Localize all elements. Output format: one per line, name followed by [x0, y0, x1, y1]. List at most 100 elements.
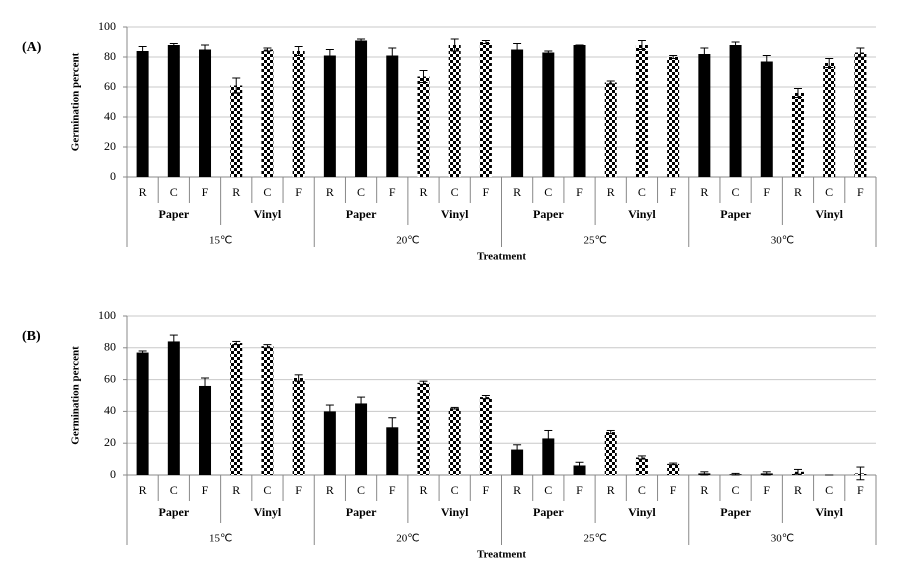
bar	[635, 457, 648, 475]
x-tick-label: F	[389, 185, 396, 199]
group-label: Paper	[720, 505, 751, 519]
bar	[167, 341, 180, 475]
x-tick-label: R	[232, 483, 240, 497]
x-tick-label: C	[732, 185, 740, 199]
bar	[791, 93, 804, 177]
group-label: Paper	[158, 207, 189, 221]
x-tick-label: R	[700, 483, 708, 497]
bar	[261, 49, 274, 177]
y-tick-label: 60	[104, 371, 116, 385]
bar	[386, 427, 399, 475]
group-label: Vinyl	[815, 207, 843, 221]
x-tick-label: C	[170, 483, 178, 497]
x-tick-label: R	[326, 185, 334, 199]
group-label: Vinyl	[254, 505, 282, 519]
y-tick-label: 20	[104, 139, 116, 153]
supergroup-label: 20℃	[396, 533, 419, 545]
x-tick-label: C	[451, 185, 459, 199]
y-tick-label: 60	[104, 79, 116, 93]
x-tick-label: F	[202, 483, 209, 497]
x-tick-label: R	[232, 185, 240, 199]
x-tick-label: C	[357, 483, 365, 497]
x-tick-label: F	[295, 483, 302, 497]
group-label: Paper	[346, 505, 377, 519]
y-axis-label: Germination percent	[70, 346, 82, 445]
supergroup-label: 30℃	[771, 235, 794, 247]
x-tick-label: F	[389, 483, 396, 497]
y-tick-label: 0	[110, 467, 116, 481]
bar	[292, 378, 305, 475]
x-tick-label: C	[825, 185, 833, 199]
group-label: Paper	[533, 505, 564, 519]
x-tick-label: R	[326, 483, 334, 497]
group-label: Paper	[158, 505, 189, 519]
x-tick-label: F	[670, 185, 677, 199]
bar	[355, 403, 368, 475]
y-tick-label: 0	[110, 169, 116, 183]
x-tick-label: C	[544, 185, 552, 199]
x-tick-label: R	[700, 185, 708, 199]
supergroup-label: 25℃	[583, 235, 606, 247]
x-tick-label: R	[139, 185, 147, 199]
supergroup-label: 15℃	[209, 533, 232, 545]
x-tick-label: F	[483, 483, 490, 497]
bar	[199, 385, 212, 475]
x-tick-label: R	[139, 483, 147, 497]
bar	[511, 449, 524, 475]
x-tick-label: C	[638, 185, 646, 199]
group-label: Paper	[720, 207, 751, 221]
bar	[167, 45, 180, 177]
x-tick-label: C	[825, 483, 833, 497]
group-label: Vinyl	[628, 207, 656, 221]
bar	[604, 82, 617, 177]
group-label: Vinyl	[441, 505, 469, 519]
bar	[823, 63, 836, 177]
group-label: Vinyl	[815, 505, 843, 519]
bar	[573, 465, 586, 475]
bar	[604, 432, 617, 475]
panel-label: (A)	[22, 40, 42, 55]
y-tick-label: 100	[98, 19, 116, 33]
bar	[261, 346, 274, 475]
x-tick-label: C	[263, 483, 271, 497]
x-tick-label: F	[670, 483, 677, 497]
x-tick-label: C	[732, 483, 740, 497]
x-axis-label: Treatment	[477, 251, 526, 263]
x-tick-label: F	[576, 185, 583, 199]
bar	[511, 49, 524, 177]
x-tick-label: R	[607, 483, 615, 497]
group-label: Paper	[533, 207, 564, 221]
group-label: Vinyl	[441, 207, 469, 221]
y-axis-label: Germination percent	[70, 52, 82, 151]
bar	[854, 52, 867, 177]
bar	[448, 408, 461, 475]
supergroup-label: 25℃	[583, 533, 606, 545]
x-tick-label: C	[544, 483, 552, 497]
x-tick-label: F	[857, 185, 864, 199]
y-tick-label: 100	[98, 308, 116, 322]
supergroup-label: 20℃	[396, 235, 419, 247]
panel-label: (B)	[22, 329, 41, 344]
bar	[323, 55, 336, 177]
bar	[448, 45, 461, 177]
bar	[292, 51, 305, 177]
bar	[230, 343, 243, 475]
bar	[667, 57, 680, 177]
x-tick-label: F	[483, 185, 490, 199]
bar	[355, 40, 368, 177]
x-tick-label: F	[295, 185, 302, 199]
bar	[136, 352, 149, 475]
x-tick-label: R	[513, 185, 521, 199]
supergroup-label: 30℃	[771, 533, 794, 545]
x-tick-label: C	[451, 483, 459, 497]
y-tick-label: 80	[104, 49, 116, 63]
y-tick-label: 40	[104, 403, 116, 417]
x-tick-label: F	[857, 483, 864, 497]
x-tick-label: F	[202, 185, 209, 199]
y-tick-label: 20	[104, 435, 116, 449]
bar	[417, 76, 430, 177]
bar	[542, 52, 555, 177]
x-tick-label: R	[794, 185, 802, 199]
x-tick-label: C	[638, 483, 646, 497]
